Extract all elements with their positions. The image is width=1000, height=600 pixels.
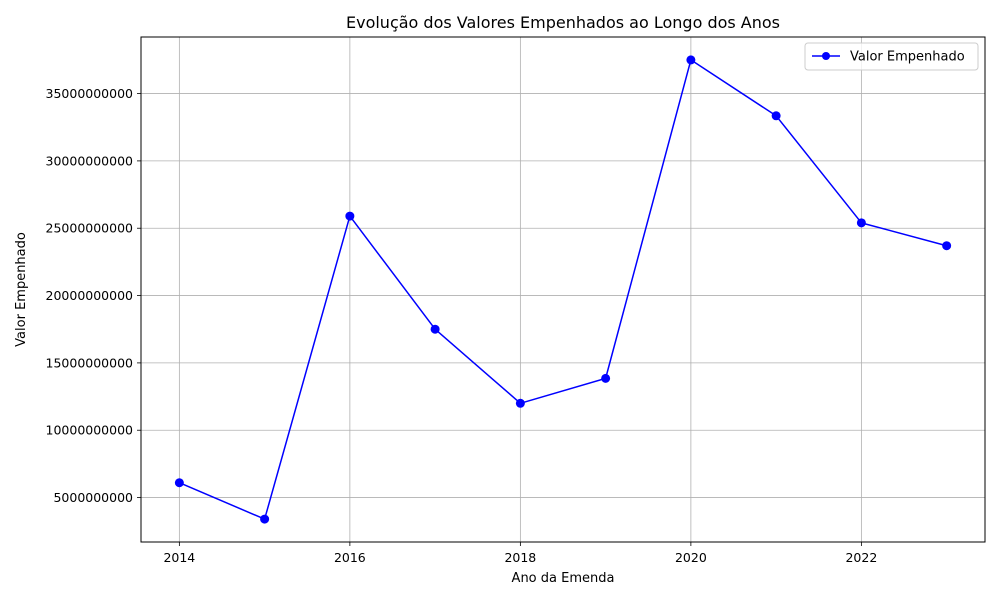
data-point [515,398,525,408]
series-line [179,59,947,520]
data-point [686,55,696,65]
y-tick-label: 20000000000 [46,288,134,303]
y-tick-label: 30000000000 [46,153,134,168]
legend-marker-swatch [822,52,830,60]
series-lines [179,59,947,520]
data-point [260,514,270,524]
data-point [856,218,866,228]
data-point [601,373,611,383]
y-tick-label: 10000000000 [46,423,134,438]
legend: Valor Empenhado [804,42,979,71]
data-point [942,241,952,251]
y-tick-label: 35000000000 [46,86,134,101]
data-point [771,111,781,121]
y-axis-label: Valor Empenhado [14,232,29,347]
axis-ticks: 2014 2016 2018 2020 2022 5000000000 1000000000… [46,86,878,565]
data-point [345,211,355,221]
series-markers [174,55,952,524]
x-tick-label: 2014 [163,550,195,565]
x-tick-label: 2020 [675,550,707,565]
legend-box [804,42,979,71]
grid [141,37,985,542]
legend-label: Valor Empenhado [850,50,965,65]
y-tick-label: 25000000000 [46,221,134,236]
plot-frame [140,36,986,543]
y-tick-label: 15000000000 [46,355,134,370]
data-point [430,324,440,334]
x-tick-label: 2018 [504,550,536,565]
data-point [174,478,184,488]
y-tick-label: 5000000000 [53,490,133,505]
x-axis-label: Ano da Emenda [512,571,615,586]
x-tick-label: 2016 [334,550,366,565]
x-tick-label: 2022 [845,550,877,565]
chart-title: Evolução dos Valores Empenhados ao Longo… [346,13,780,32]
